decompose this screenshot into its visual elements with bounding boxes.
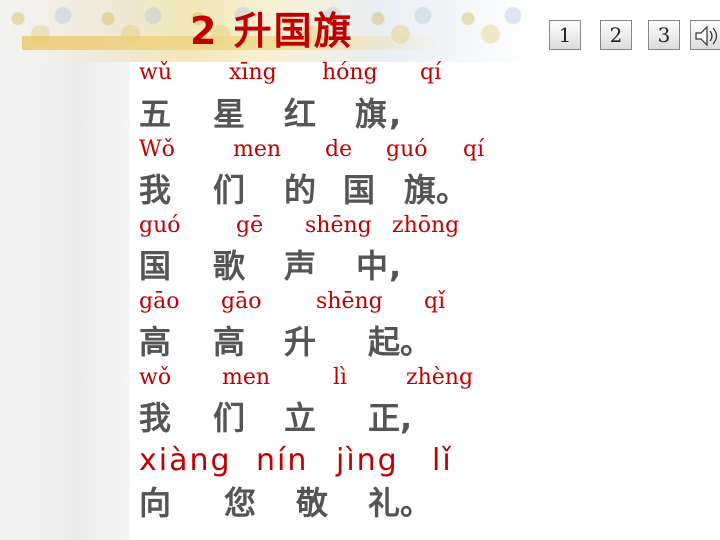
pinyin-syllable: hóng	[322, 60, 378, 85]
hanzi-char: 中	[356, 247, 389, 285]
speaker-icon[interactable]	[690, 20, 720, 50]
pinyin-syllable: jìng	[336, 443, 399, 478]
pinyin-syllable: Wǒ	[139, 137, 175, 162]
pinyin-syllable: shēng	[305, 213, 372, 238]
banner-pattern	[0, 0, 540, 62]
hanzi-char: 红	[284, 95, 317, 133]
hanzi-char: 立	[284, 399, 317, 437]
banner-stripe	[22, 36, 442, 50]
hanzi-char: 们	[213, 399, 246, 437]
hanzi-char: 礼	[368, 484, 401, 522]
hanzi-char: 国	[343, 171, 376, 209]
hanzi-char: 我	[139, 171, 172, 209]
left-decoration	[0, 0, 130, 540]
pinyin-syllable: men	[233, 137, 282, 162]
pinyin-syllable: lǐ	[432, 443, 453, 478]
punctuation: 。	[436, 171, 469, 209]
nav-button-2[interactable]: 2	[600, 20, 632, 50]
hanzi-char: 敬	[296, 484, 329, 522]
nav-button-3[interactable]: 3	[648, 20, 680, 50]
lesson-title: 2 升国旗	[190, 9, 354, 53]
punctuation: ,	[400, 399, 413, 437]
pinyin-syllable: qí	[420, 60, 442, 85]
pinyin-syllable: wǒ	[139, 365, 172, 390]
hanzi-char: 的	[284, 171, 317, 209]
pinyin-syllable: gāo	[139, 289, 180, 314]
hanzi-char: 国	[139, 247, 172, 285]
punctuation: 。	[400, 323, 433, 361]
punctuation: ,	[389, 95, 402, 133]
nav-button-1[interactable]: 1	[549, 20, 581, 50]
pinyin-syllable: gē	[236, 213, 264, 238]
punctuation: 。	[400, 484, 433, 522]
hanzi-char: 旗	[404, 171, 437, 209]
pinyin-syllable: de	[325, 137, 353, 162]
pinyin-syllable: zhèng	[406, 365, 474, 390]
header-banner	[0, 0, 540, 62]
pinyin-syllable: qǐ	[424, 289, 446, 314]
pinyin-syllable: xiàng	[139, 443, 232, 478]
punctuation: ,	[389, 247, 402, 285]
hanzi-char: 我	[139, 399, 172, 437]
hanzi-char: 高	[139, 323, 172, 361]
pinyin-syllable: qí	[463, 137, 485, 162]
hanzi-char: 高	[213, 323, 246, 361]
pinyin-syllable: guó	[139, 213, 181, 238]
hanzi-char: 歌	[213, 247, 246, 285]
pinyin-syllable: guó	[386, 137, 428, 162]
hanzi-char: 起	[368, 323, 401, 361]
hanzi-char: 旗	[355, 95, 388, 133]
hanzi-char: 声	[284, 247, 317, 285]
hanzi-char: 五	[139, 95, 172, 133]
hanzi-char: 您	[224, 484, 257, 522]
hanzi-char: 正	[368, 399, 401, 437]
pinyin-syllable: men	[222, 365, 271, 390]
pinyin-syllable: gāo	[221, 289, 262, 314]
pinyin-syllable: wǔ	[139, 60, 172, 85]
hanzi-char: 们	[213, 171, 246, 209]
hanzi-char: 升	[284, 323, 317, 361]
pinyin-syllable: zhōng	[392, 213, 460, 238]
pinyin-syllable: nín	[256, 443, 309, 478]
pinyin-syllable: xīng	[229, 60, 277, 85]
pinyin-syllable: lì	[333, 365, 348, 390]
hanzi-char: 星	[213, 95, 246, 133]
pinyin-syllable: shēng	[316, 289, 383, 314]
hanzi-char: 向	[139, 484, 172, 522]
